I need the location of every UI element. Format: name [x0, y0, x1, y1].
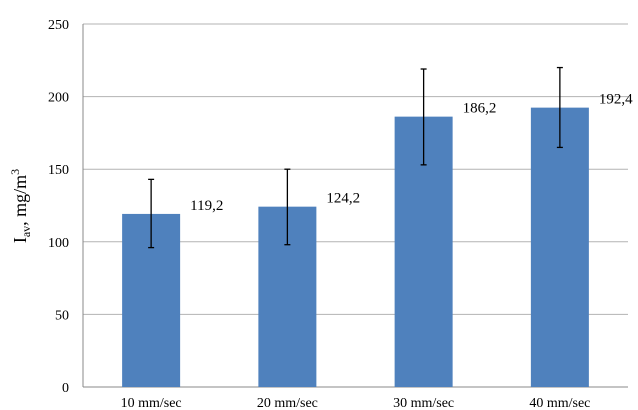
data-label: 124,2: [326, 191, 360, 207]
data-label: 186,2: [463, 101, 497, 117]
y-tick-label: 250: [48, 18, 69, 33]
y-tick-label: 100: [48, 236, 69, 251]
x-tick-label: 40 mm/sec: [529, 396, 590, 410]
data-label: 119,2: [190, 198, 223, 214]
error-bars: [148, 66, 563, 249]
y-axis-label-sub: av: [19, 226, 33, 237]
bars: [122, 107, 589, 388]
error-bar: [556, 66, 563, 149]
y-tick-label: 50: [55, 308, 69, 323]
x-axis-ticks: 10 mm/sec 20 mm/sec 30 mm/sec 40 mm/sec: [121, 396, 591, 410]
x-tick-label: 30 mm/sec: [393, 396, 454, 410]
error-bar: [148, 178, 155, 249]
error-bar: [284, 168, 291, 246]
y-axis-label-rest: , mg/m: [10, 175, 30, 226]
y-axis-label: Iav, mg/m3: [8, 169, 33, 243]
y-tick-label: 150: [48, 163, 69, 178]
bar: [530, 107, 589, 388]
data-labels: 119,2 124,2 186,2 192,4: [190, 92, 633, 214]
x-tick-label: 20 mm/sec: [257, 396, 318, 410]
data-label: 192,4: [599, 92, 633, 108]
y-axis-ticks: 0 50 100 150 200 250: [48, 18, 69, 396]
x-tick-label: 10 mm/sec: [121, 396, 182, 410]
y-tick-label: 200: [48, 91, 69, 106]
error-bar: [420, 68, 427, 166]
y-axis-label-sup: 3: [8, 169, 22, 175]
y-tick-label: 0: [62, 381, 69, 396]
y-axis-label-main: I: [10, 237, 30, 243]
